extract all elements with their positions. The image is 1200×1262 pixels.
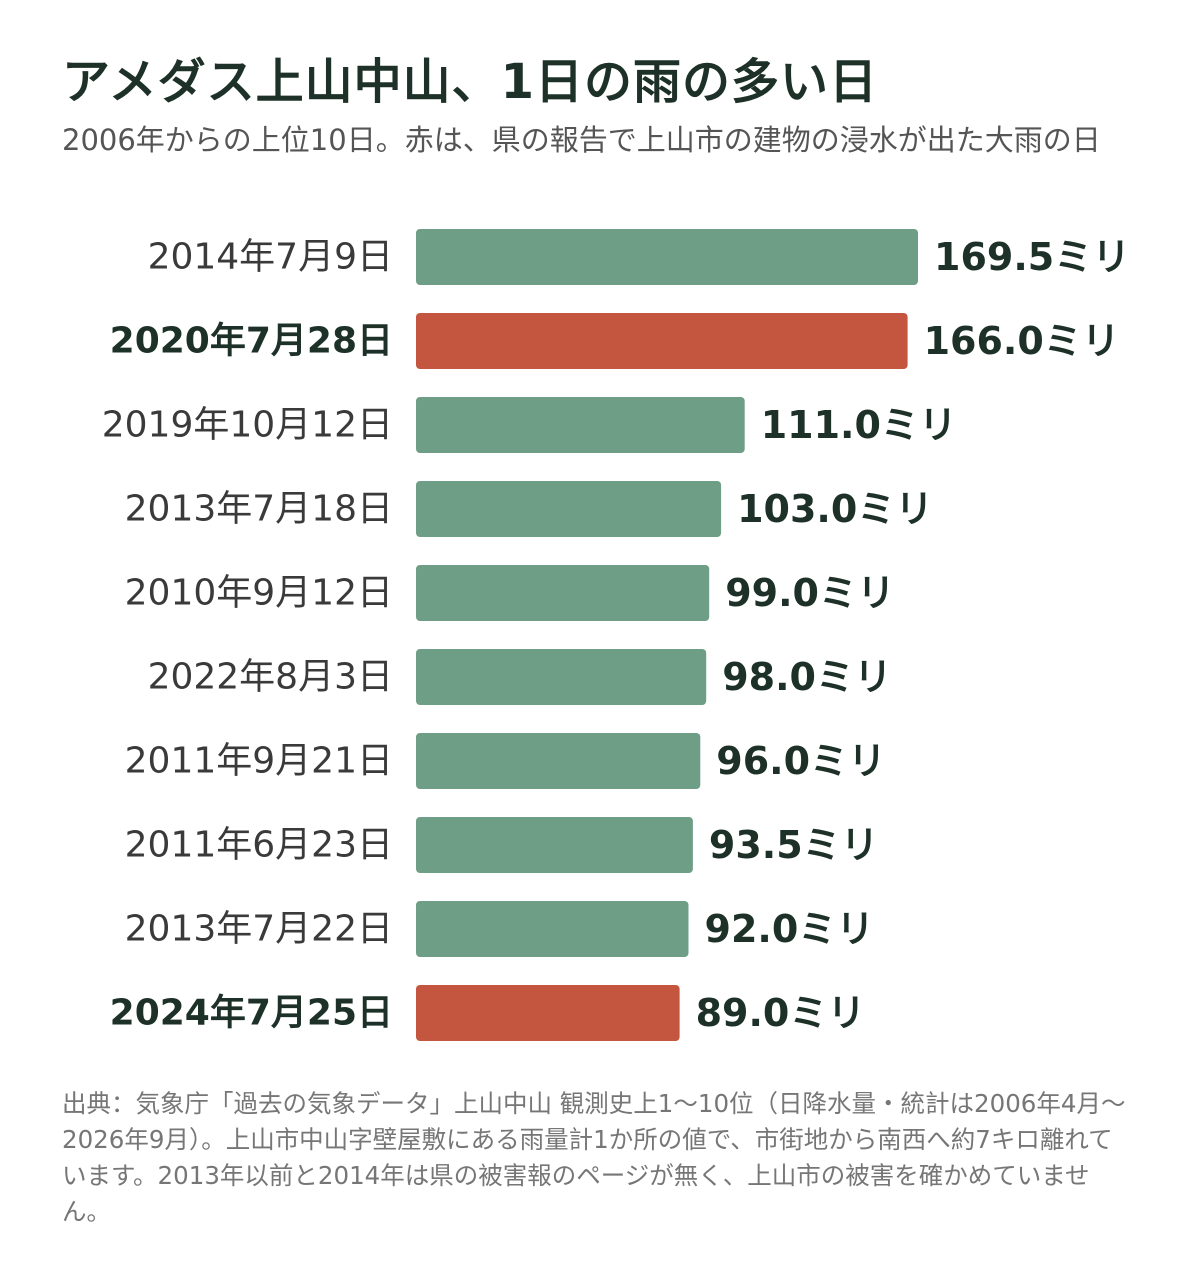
value-label: 166.0ミリ xyxy=(924,319,1120,363)
chart-subtitle: 2006年からの上位10日。赤は、県の報告で上山市の建物の浸水が出た大雨の日 xyxy=(62,123,1101,157)
category-label: 2020年7月28日 xyxy=(110,321,393,362)
category-label: 2013年7月22日 xyxy=(125,909,393,950)
category-label: 2019年10月12日 xyxy=(102,405,393,446)
bar-row: 2022年8月3日 98.0ミリ xyxy=(148,649,892,705)
value-label: 89.0ミリ xyxy=(696,991,866,1035)
bar xyxy=(416,649,707,705)
bar xyxy=(416,397,745,453)
category-label: 2013年7月18日 xyxy=(125,489,393,530)
chart-title: アメダス上山中山、1日の雨の多い日 xyxy=(62,54,879,110)
bar xyxy=(416,565,710,621)
bar xyxy=(416,901,689,957)
bar-row: 2024年7月25日 89.0ミリ xyxy=(110,985,866,1041)
bar xyxy=(416,817,693,873)
bar-row: 2019年10月12日 111.0ミリ xyxy=(102,397,957,453)
value-label: 103.0ミリ xyxy=(737,487,933,531)
value-label: 98.0ミリ xyxy=(722,655,892,699)
source-footnote: 出典：気象庁「過去の気象データ」上山中山 観測史上1～10位（日降水量・統計は2… xyxy=(62,1089,1126,1226)
bar-row: 2013年7月22日 92.0ミリ xyxy=(125,901,875,957)
bar-row: 2020年7月28日 166.0ミリ xyxy=(110,313,1120,369)
bar-row: 2011年6月23日 93.5ミリ xyxy=(125,817,879,873)
category-label: 2011年6月23日 xyxy=(125,825,393,866)
value-label: 92.0ミリ xyxy=(705,907,875,951)
category-label: 2014年7月9日 xyxy=(148,237,393,278)
category-label: 2024年7月25日 xyxy=(110,993,393,1034)
value-label: 169.5ミリ xyxy=(934,235,1130,279)
bar xyxy=(416,229,918,285)
bar xyxy=(416,481,722,537)
value-label: 93.5ミリ xyxy=(709,823,879,867)
category-label: 2010年9月12日 xyxy=(125,573,393,614)
value-label: 111.0ミリ xyxy=(761,403,957,447)
bar-flood xyxy=(416,985,680,1041)
bar-flood xyxy=(416,313,908,369)
bar-row: 2010年9月12日 99.0ミリ xyxy=(125,565,895,621)
value-label: 99.0ミリ xyxy=(725,571,895,615)
bar xyxy=(416,733,701,789)
category-label: 2011年9月21日 xyxy=(125,741,393,782)
bar-row: 2013年7月18日 103.0ミリ xyxy=(125,481,933,537)
value-label: 96.0ミリ xyxy=(716,739,886,783)
bar-row: 2011年9月21日 96.0ミリ xyxy=(125,733,886,789)
bar-row: 2014年7月9日 169.5ミリ xyxy=(148,229,1130,285)
category-label: 2022年8月3日 xyxy=(148,657,393,698)
